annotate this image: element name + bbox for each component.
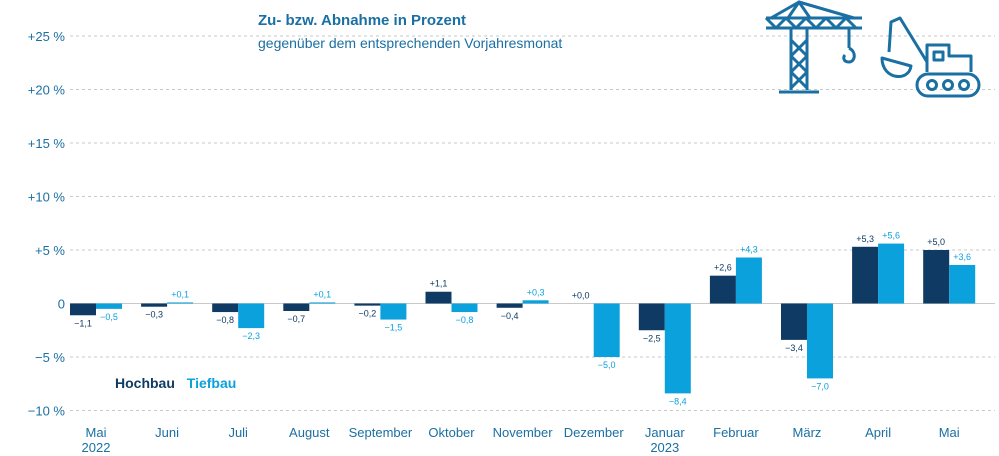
- data-label: −0,3: [145, 310, 163, 320]
- y-tick-label: +15 %: [28, 136, 66, 151]
- bar-tiefbau: [807, 303, 833, 379]
- y-tick-label: +10 %: [28, 190, 66, 205]
- data-label: −0,4: [501, 311, 519, 321]
- data-label: +0,1: [313, 289, 331, 299]
- bar-hochbau: [638, 303, 665, 331]
- data-label: −2,5: [643, 333, 661, 343]
- x-tick-label: Juli: [228, 425, 248, 440]
- data-label: +1,1: [430, 279, 448, 289]
- chart-subtitle: gegenüber dem entsprechenden Vorjahresmo…: [258, 35, 563, 51]
- x-tick-label: Oktober: [428, 425, 475, 440]
- bar-tiefbau: [949, 264, 976, 304]
- x-tick-label: Mai: [86, 425, 107, 440]
- bar-hochbau: [781, 303, 807, 340]
- legend-hochbau: Hochbau: [115, 375, 175, 391]
- bar-hochbau: [425, 291, 452, 304]
- data-label: +0,3: [527, 287, 545, 297]
- x-tick-label: Juni: [155, 425, 179, 440]
- bar-hochbau: [141, 303, 168, 307]
- bar-tiefbau: [238, 303, 265, 329]
- y-tick-label: −10 %: [28, 404, 66, 419]
- chart-title: Zu- bzw. Abnahme in Prozent: [258, 12, 467, 29]
- bar-tiefbau: [664, 303, 691, 394]
- x-tick-label: März: [793, 425, 822, 440]
- data-label: +0,0: [572, 291, 590, 301]
- excavator-icon: [880, 16, 981, 98]
- data-label: −0,5: [100, 312, 118, 322]
- bar-tiefbau: [522, 300, 549, 304]
- y-tick-label: −5 %: [35, 350, 65, 365]
- y-tick-label: +5 %: [35, 243, 65, 258]
- legend: Hochbau Tiefbau: [115, 375, 236, 391]
- x-tick-label: Januar: [645, 425, 685, 440]
- data-label: +2,6: [714, 263, 732, 273]
- construction-icons: [764, 0, 981, 98]
- data-label: −0,8: [216, 315, 234, 325]
- x-tick-label: April: [865, 425, 891, 440]
- bar-tiefbau: [96, 303, 122, 309]
- data-label: +5,6: [882, 231, 900, 241]
- data-label: −0,2: [359, 309, 377, 319]
- bar-tiefbau: [309, 302, 336, 304]
- x-tick-label: September: [349, 425, 413, 440]
- bar-tiefbau: [878, 243, 905, 304]
- bar-tiefbau: [380, 303, 407, 320]
- x-tick-label: Dezember: [564, 425, 625, 440]
- data-label: −8,4: [669, 396, 687, 406]
- data-label: −1,5: [385, 323, 403, 333]
- bar-hochbau: [212, 303, 239, 313]
- data-label: −0,8: [456, 315, 474, 325]
- bar-hochbau: [496, 303, 523, 308]
- bar-hochbau: [709, 275, 736, 304]
- bar-hochbau: [283, 303, 310, 311]
- y-tick-label: 0: [58, 297, 65, 312]
- bar-hochbau: [852, 246, 879, 304]
- data-label: −5,0: [598, 360, 616, 370]
- data-label: +5,3: [856, 234, 874, 244]
- bar-hochbau: [923, 250, 950, 304]
- bar-tiefbau: [735, 257, 762, 304]
- bar-tiefbau: [451, 303, 478, 313]
- x-tick-label: Mai: [939, 425, 960, 440]
- x-tick-label: 2023: [650, 440, 679, 455]
- data-label: +5,0: [927, 237, 945, 247]
- bar-hochbau: [70, 303, 96, 316]
- data-label: +4,3: [740, 244, 758, 254]
- legend-tiefbau: Tiefbau: [186, 375, 237, 391]
- crane-icon: [764, 0, 862, 94]
- data-label: −0,7: [287, 314, 305, 324]
- data-label: +3,6: [953, 252, 971, 262]
- x-tick-label: November: [493, 425, 554, 440]
- y-tick-label: +20 %: [28, 83, 66, 98]
- bar-hochbau: [354, 303, 381, 306]
- x-tick-label: August: [289, 425, 330, 440]
- data-label: −7,0: [811, 381, 829, 391]
- x-tick-label: 2022: [82, 440, 111, 455]
- bar-tiefbau: [593, 303, 620, 357]
- y-tick-label: +25 %: [28, 29, 66, 44]
- data-label: +0,1: [171, 289, 189, 299]
- data-label: −3,4: [785, 343, 803, 353]
- bar-tiefbau: [167, 302, 194, 304]
- data-label: −1,1: [74, 318, 92, 328]
- data-label: −2,3: [242, 331, 260, 341]
- x-tick-label: Februar: [713, 425, 759, 440]
